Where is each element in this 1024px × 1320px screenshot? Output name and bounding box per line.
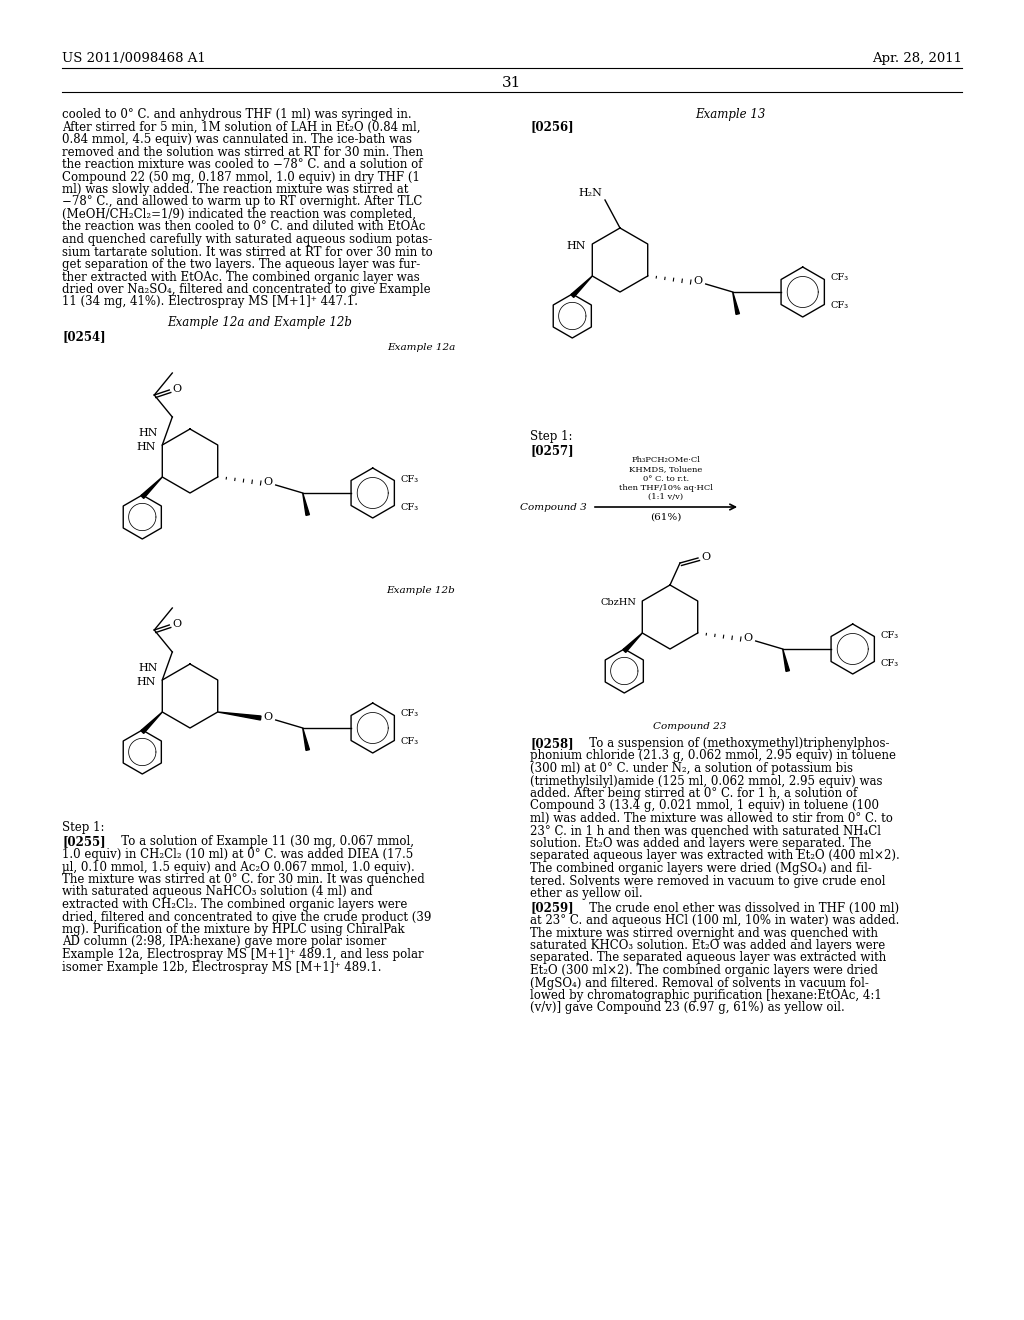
Text: [0255]: [0255] (62, 836, 105, 849)
Text: O: O (743, 634, 753, 643)
Text: removed and the solution was stirred at RT for 30 min. Then: removed and the solution was stirred at … (62, 145, 423, 158)
Text: The combined organic layers were dried (MgSO₄) and fil-: The combined organic layers were dried (… (530, 862, 871, 875)
Text: HN: HN (566, 240, 586, 251)
Text: US 2011/0098468 A1: US 2011/0098468 A1 (62, 51, 206, 65)
Text: (MeOH/CH₂Cl₂=1/9) indicated the reaction was completed,: (MeOH/CH₂Cl₂=1/9) indicated the reaction… (62, 209, 416, 220)
Polygon shape (303, 729, 309, 750)
Text: Example 12b: Example 12b (386, 586, 455, 595)
Text: ther extracted with EtOAc. The combined organic layer was: ther extracted with EtOAc. The combined … (62, 271, 420, 284)
Text: CF₃: CF₃ (881, 631, 899, 639)
Text: Ph₃PCH₂OMe·Cl
KHMDS, Toluene
0° C. to r.t.
then THF/10% aq·HCl
(1:1 v/v): Ph₃PCH₂OMe·Cl KHMDS, Toluene 0° C. to r.… (618, 457, 713, 502)
Text: and quenched carefully with saturated aqueous sodium potas-: and quenched carefully with saturated aq… (62, 234, 432, 246)
Polygon shape (782, 649, 790, 672)
Text: CF₃: CF₃ (400, 474, 419, 483)
Text: ether as yellow oil.: ether as yellow oil. (530, 887, 643, 900)
Text: (61%): (61%) (650, 513, 682, 521)
Text: ml) was added. The mixture was allowed to stir from 0° C. to: ml) was added. The mixture was allowed t… (530, 812, 893, 825)
Text: with saturated aqueous NaHCO₃ solution (4 ml) and: with saturated aqueous NaHCO₃ solution (… (62, 886, 373, 899)
Text: at 23° C. and aqueous HCl (100 ml, 10% in water) was added.: at 23° C. and aqueous HCl (100 ml, 10% i… (530, 913, 899, 927)
Text: 23° C. in 1 h and then was quenched with saturated NH₄Cl: 23° C. in 1 h and then was quenched with… (530, 825, 881, 837)
Polygon shape (141, 711, 162, 734)
Text: O: O (693, 276, 702, 286)
Text: O: O (172, 384, 181, 393)
Text: Example 12a, Electrospray MS [M+1]⁺ 489.1, and less polar: Example 12a, Electrospray MS [M+1]⁺ 489.… (62, 948, 424, 961)
Text: [0256]: [0256] (530, 120, 573, 133)
Text: lowed by chromatographic purification [hexane:EtOAc, 4:1: lowed by chromatographic purification [h… (530, 989, 882, 1002)
Text: get separation of the two layers. The aqueous layer was fur-: get separation of the two layers. The aq… (62, 257, 420, 271)
Polygon shape (141, 477, 162, 499)
Text: phonium chloride (21.3 g, 0.062 mmol, 2.95 equiv) in toluene: phonium chloride (21.3 g, 0.062 mmol, 2.… (530, 750, 896, 763)
Text: HN: HN (136, 442, 156, 451)
Text: O: O (263, 711, 272, 722)
Text: extracted with CH₂Cl₂. The combined organic layers were: extracted with CH₂Cl₂. The combined orga… (62, 898, 408, 911)
Text: CF₃: CF₃ (830, 301, 849, 310)
Text: dried, filtered and concentrated to give the crude product (39: dried, filtered and concentrated to give… (62, 911, 431, 924)
Text: cooled to 0° C. and anhydrous THF (1 ml) was syringed in.: cooled to 0° C. and anhydrous THF (1 ml)… (62, 108, 412, 121)
Text: (MgSO₄) and filtered. Removal of solvents in vacuum fol-: (MgSO₄) and filtered. Removal of solvent… (530, 977, 869, 990)
Text: To a solution of Example 11 (30 mg, 0.067 mmol,: To a solution of Example 11 (30 mg, 0.06… (110, 836, 414, 849)
Text: CbzHN: CbzHN (600, 598, 636, 607)
Text: CF₃: CF₃ (400, 503, 419, 511)
Text: The crude enol ether was dissolved in THF (100 ml): The crude enol ether was dissolved in TH… (578, 902, 899, 915)
Text: separated. The separated aqueous layer was extracted with: separated. The separated aqueous layer w… (530, 952, 886, 965)
Text: O: O (263, 477, 272, 487)
Text: Compound 3 (13.4 g, 0.021 mmol, 1 equiv) in toluene (100: Compound 3 (13.4 g, 0.021 mmol, 1 equiv)… (530, 800, 879, 813)
Text: 1.0 equiv) in CH₂Cl₂ (10 ml) at 0° C. was added DIEA (17.5: 1.0 equiv) in CH₂Cl₂ (10 ml) at 0° C. wa… (62, 847, 414, 861)
Text: 31: 31 (503, 77, 521, 90)
Text: tered. Solvents were removed in vacuum to give crude enol: tered. Solvents were removed in vacuum t… (530, 874, 886, 887)
Text: [0254]: [0254] (62, 330, 105, 343)
Text: CF₃: CF₃ (400, 710, 419, 718)
Text: 0.84 mmol, 4.5 equiv) was cannulated in. The ice-bath was: 0.84 mmol, 4.5 equiv) was cannulated in.… (62, 133, 412, 147)
Text: Example 12a and Example 12b: Example 12a and Example 12b (168, 315, 352, 329)
Text: 11 (34 mg, 41%). Electrospray MS [M+1]⁺ 447.1.: 11 (34 mg, 41%). Electrospray MS [M+1]⁺ … (62, 296, 358, 309)
Polygon shape (623, 634, 642, 652)
Text: The mixture was stirred at 0° C. for 30 min. It was quenched: The mixture was stirred at 0° C. for 30 … (62, 873, 425, 886)
Text: added. After being stirred at 0° C. for 1 h, a solution of: added. After being stirred at 0° C. for … (530, 787, 857, 800)
Text: HN: HN (136, 677, 156, 686)
Text: Step 1:: Step 1: (530, 430, 572, 444)
Text: solution. Et₂O was added and layers were separated. The: solution. Et₂O was added and layers were… (530, 837, 871, 850)
Text: CF₃: CF₃ (881, 659, 899, 668)
Text: (trimethylsilyl)amide (125 ml, 0.062 mmol, 2.95 equiv) was: (trimethylsilyl)amide (125 ml, 0.062 mmo… (530, 775, 883, 788)
Text: [0258]: [0258] (530, 737, 573, 750)
Text: Et₂O (300 ml×2). The combined organic layers were dried: Et₂O (300 ml×2). The combined organic la… (530, 964, 878, 977)
Text: (300 ml) at 0° C. under N₂, a solution of potassium bis: (300 ml) at 0° C. under N₂, a solution o… (530, 762, 853, 775)
Text: ml) was slowly added. The reaction mixture was stirred at: ml) was slowly added. The reaction mixtu… (62, 183, 409, 195)
Text: Compound 3: Compound 3 (520, 503, 587, 511)
Text: HN: HN (139, 428, 159, 438)
Text: Step 1:: Step 1: (62, 821, 104, 834)
Text: Example 13: Example 13 (695, 108, 765, 121)
Text: CF₃: CF₃ (400, 738, 419, 747)
Text: The mixture was stirred overnight and was quenched with: The mixture was stirred overnight and wa… (530, 927, 878, 940)
Text: (v/v)] gave Compound 23 (6.97 g, 61%) as yellow oil.: (v/v)] gave Compound 23 (6.97 g, 61%) as… (530, 1002, 845, 1015)
Text: After stirred for 5 min, 1M solution of LAH in Et₂O (0.84 ml,: After stirred for 5 min, 1M solution of … (62, 120, 421, 133)
Text: dried over Na₂SO₄, filtered and concentrated to give Example: dried over Na₂SO₄, filtered and concentr… (62, 282, 431, 296)
Text: [0259]: [0259] (530, 902, 573, 915)
Text: mg). Purification of the mixture by HPLC using ChiralPak: mg). Purification of the mixture by HPLC… (62, 923, 404, 936)
Text: HN: HN (139, 663, 159, 673)
Text: the reaction was then cooled to 0° C. and diluted with EtOAc: the reaction was then cooled to 0° C. an… (62, 220, 425, 234)
Text: Compound 23: Compound 23 (653, 722, 727, 731)
Text: separated aqueous layer was extracted with Et₂O (400 ml×2).: separated aqueous layer was extracted wi… (530, 850, 900, 862)
Polygon shape (733, 292, 739, 314)
Text: O: O (172, 619, 181, 630)
Text: To a suspension of (methoxymethyl)triphenylphos-: To a suspension of (methoxymethyl)triphe… (578, 737, 890, 750)
Text: CF₃: CF₃ (830, 273, 849, 282)
Text: saturated KHCO₃ solution. Et₂O was added and layers were: saturated KHCO₃ solution. Et₂O was added… (530, 939, 886, 952)
Text: μl, 0.10 mmol, 1.5 equiv) and Ac₂O 0.067 mmol, 1.0 equiv).: μl, 0.10 mmol, 1.5 equiv) and Ac₂O 0.067… (62, 861, 415, 874)
Text: Apr. 28, 2011: Apr. 28, 2011 (872, 51, 962, 65)
Text: −78° C., and allowed to warm up to RT overnight. After TLC: −78° C., and allowed to warm up to RT ov… (62, 195, 422, 209)
Text: Example 12a: Example 12a (387, 343, 455, 352)
Text: Compound 22 (50 mg, 0.187 mmol, 1.0 equiv) in dry THF (1: Compound 22 (50 mg, 0.187 mmol, 1.0 equi… (62, 170, 420, 183)
Polygon shape (218, 711, 261, 719)
Polygon shape (570, 276, 592, 297)
Text: sium tartarate solution. It was stirred at RT for over 30 min to: sium tartarate solution. It was stirred … (62, 246, 433, 259)
Polygon shape (303, 492, 309, 515)
Text: [0257]: [0257] (530, 445, 573, 458)
Text: O: O (701, 552, 710, 562)
Text: H₂N: H₂N (579, 187, 602, 198)
Text: isomer Example 12b, Electrospray MS [M+1]⁺ 489.1.: isomer Example 12b, Electrospray MS [M+1… (62, 961, 382, 974)
Text: the reaction mixture was cooled to −78° C. and a solution of: the reaction mixture was cooled to −78° … (62, 158, 423, 172)
Text: AD column (2:98, IPA:hexane) gave more polar isomer: AD column (2:98, IPA:hexane) gave more p… (62, 936, 386, 949)
